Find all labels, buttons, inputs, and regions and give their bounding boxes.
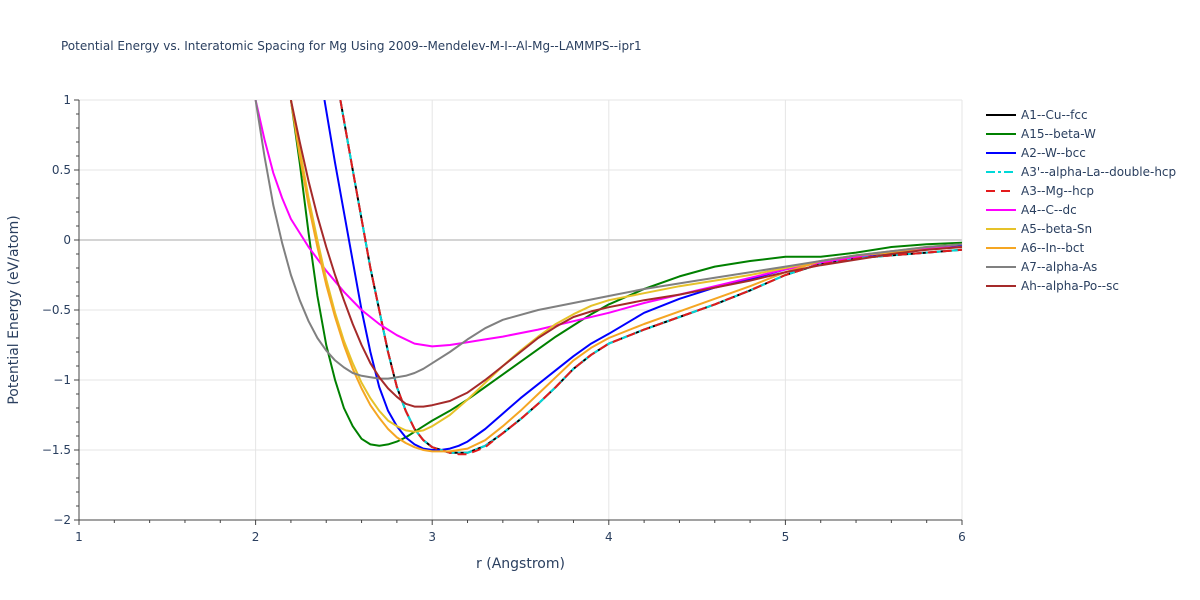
chart-title: Potential Energy vs. Interatomic Spacing… [61,39,642,53]
x-tick-label: 5 [782,530,790,544]
x-tick-label: 3 [428,530,436,544]
series-line-8 [254,100,962,380]
y-tick-label: −1.5 [42,443,71,457]
series-line-7 [289,100,962,453]
series-line-3 [339,100,962,454]
legend-label-7: A6--In--bct [1021,241,1085,255]
series-line-9 [289,100,962,408]
x-tick-label: 1 [75,530,83,544]
y-tick-label: −0.5 [42,303,71,317]
x-tick-label: 6 [958,530,966,544]
series-line-0 [339,100,962,454]
y-tick-label: 0.5 [52,163,71,177]
x-tick-label: 2 [252,530,260,544]
legend-label-4: A3--Mg--hcp [1021,184,1094,198]
legend-label-3: A3'--alpha-La--double-hcp [1021,165,1176,179]
legend-label-6: A5--beta-Sn [1021,222,1092,236]
legend-label-1: A15--beta-W [1021,127,1096,141]
series-line-1 [289,100,962,447]
x-axis-title: r (Angstrom) [476,556,565,572]
y-tick-label: −1 [53,373,71,387]
legend-label-5: A4--C--dc [1021,203,1077,217]
x-tick-labels: 1 2 3 4 5 6 [75,530,966,544]
y-tick-label: −2 [53,513,71,527]
series-lines [254,100,962,456]
legend: A1--Cu--fcc A15--beta-W A2--W--bcc A3'--alp… [986,108,1176,293]
y-tick-labels: −2 −1.5 −1 −0.5 0 0.5 1 [42,93,71,527]
legend-label-8: A7--alpha-As [1021,260,1097,274]
series-line-6 [289,100,962,433]
y-tick-label: 1 [63,93,71,107]
series-line-4 [339,100,962,456]
legend-label-9: Ah--alpha-Po--sc [1021,279,1119,293]
grid-lines [78,99,963,521]
y-axis-title: Potential Energy (eV/atom) [6,215,22,404]
legend-label-2: A2--W--bcc [1021,146,1086,160]
series-line-2 [323,100,962,451]
x-tick-label: 4 [605,530,613,544]
legend-label-0: A1--Cu--fcc [1021,108,1088,122]
series-line-5 [254,100,962,348]
y-tick-label: 0 [63,233,71,247]
axes [74,99,963,525]
